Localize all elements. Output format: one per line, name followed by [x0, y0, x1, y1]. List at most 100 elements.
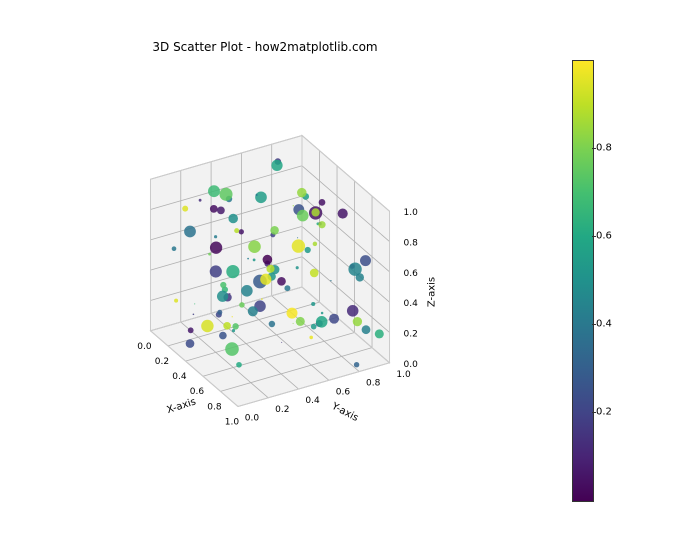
scatter-point [284, 285, 290, 291]
z-tick-label: 0.0 [404, 360, 419, 370]
scatter-point [311, 302, 315, 306]
scatter-point [208, 185, 220, 197]
scatter-point [261, 298, 263, 300]
scatter-point [256, 194, 258, 196]
scatter-point [281, 342, 282, 343]
scatter-point [219, 332, 227, 340]
scatter-point [182, 206, 188, 212]
scatter-point [269, 321, 275, 327]
scatter-point [172, 246, 177, 251]
scatter-point [201, 320, 213, 332]
scatter-point [292, 239, 305, 252]
scatter-point [225, 342, 239, 356]
scatter-point [232, 329, 235, 332]
scatter-point [174, 299, 178, 303]
scatter-point [232, 323, 238, 329]
scatter-point [239, 302, 245, 308]
scatter-point [318, 221, 325, 228]
scatter-point [330, 280, 331, 281]
scatter-point [293, 323, 294, 324]
colorbar-tick-label: 0.2 [596, 407, 612, 418]
scatter-point [287, 308, 298, 319]
scatter-point [270, 226, 279, 235]
y-tick-label: 0.2 [275, 405, 289, 415]
scatter-point [188, 327, 194, 333]
scatter-point [241, 285, 253, 297]
scatter-point [297, 188, 306, 197]
scatter-point [217, 310, 222, 315]
scatter-point [210, 242, 222, 254]
scatter-point [223, 322, 231, 330]
y-tick-label: 0.4 [305, 396, 320, 406]
scatter-point [311, 208, 319, 216]
colorbar-gradient [572, 60, 594, 502]
scatter-point [226, 265, 239, 278]
scatter-point [217, 291, 228, 302]
scatter-point [210, 205, 218, 213]
scatter-point [297, 237, 298, 238]
z-tick-label: 1.0 [404, 208, 419, 218]
x-tick-label: 0.6 [190, 387, 205, 397]
scatter-point [199, 199, 202, 202]
scatter-point [360, 255, 371, 266]
scatter-point [248, 240, 261, 253]
scatter-point [220, 282, 226, 288]
z-tick-label: 0.6 [404, 269, 419, 279]
z-axis-label: Z-axis [427, 277, 438, 307]
scatter-point [255, 191, 267, 203]
chart-container: 3D Scatter Plot - how2matplotlib.com 0.0… [0, 0, 700, 560]
colorbar-tick-label: 0.6 [596, 231, 612, 242]
scatter-point [186, 339, 195, 348]
scatter-point [277, 277, 286, 286]
y-tick-label: 1.0 [396, 370, 411, 380]
scatter-point [193, 313, 195, 315]
scatter-point [239, 229, 244, 234]
scatter-point [309, 336, 313, 340]
scatter-point [296, 266, 299, 269]
z-tick-label: 0.8 [404, 239, 419, 249]
scatter-point [263, 255, 273, 265]
scatter-point [316, 316, 328, 328]
scatter-point [310, 269, 319, 278]
colorbar-tick-label: 0.8 [596, 143, 612, 154]
scatter-point [214, 235, 217, 238]
x-tick-label: 0.8 [207, 402, 222, 412]
scatter-point [228, 214, 238, 224]
scatter-point [311, 324, 317, 330]
scatter-point [321, 312, 324, 315]
scatter-point [319, 199, 326, 206]
scatter-point [236, 362, 242, 368]
scatter-point [347, 305, 359, 317]
scatter-point [210, 265, 222, 277]
scatter-point [184, 226, 196, 238]
scatter-point [194, 303, 195, 304]
scatter-point [271, 160, 282, 171]
scatter-point [247, 258, 249, 260]
scatter-point [296, 317, 305, 326]
z-tick-label: 0.4 [404, 299, 419, 309]
scatter-point [297, 210, 309, 222]
scatter-point [260, 274, 271, 285]
scatter-point [353, 317, 362, 326]
scatter-point [375, 329, 384, 338]
scatter-point [217, 207, 225, 215]
colorbar-tick-label: 0.4 [596, 319, 612, 330]
scatter-point [313, 242, 318, 247]
scatter-point [232, 316, 233, 317]
scatter-point [356, 273, 364, 281]
scatter-point [266, 265, 274, 273]
x-axis-label: X-axis [165, 396, 197, 416]
y-axis-label: Y-axis [329, 400, 360, 424]
scatter-point [219, 188, 232, 201]
scatter-point [305, 247, 311, 253]
x-tick-label: 1.0 [225, 418, 240, 428]
scatter-point [234, 228, 239, 233]
scatter-point [293, 205, 294, 206]
z-tick-label: 0.2 [404, 329, 418, 339]
scatter-point [248, 306, 258, 316]
scatter-point [354, 362, 359, 367]
x-tick-label: 0.2 [155, 357, 169, 367]
scatter-point [329, 314, 339, 324]
x-tick-label: 0.4 [172, 372, 187, 382]
scatter-point [208, 253, 211, 256]
